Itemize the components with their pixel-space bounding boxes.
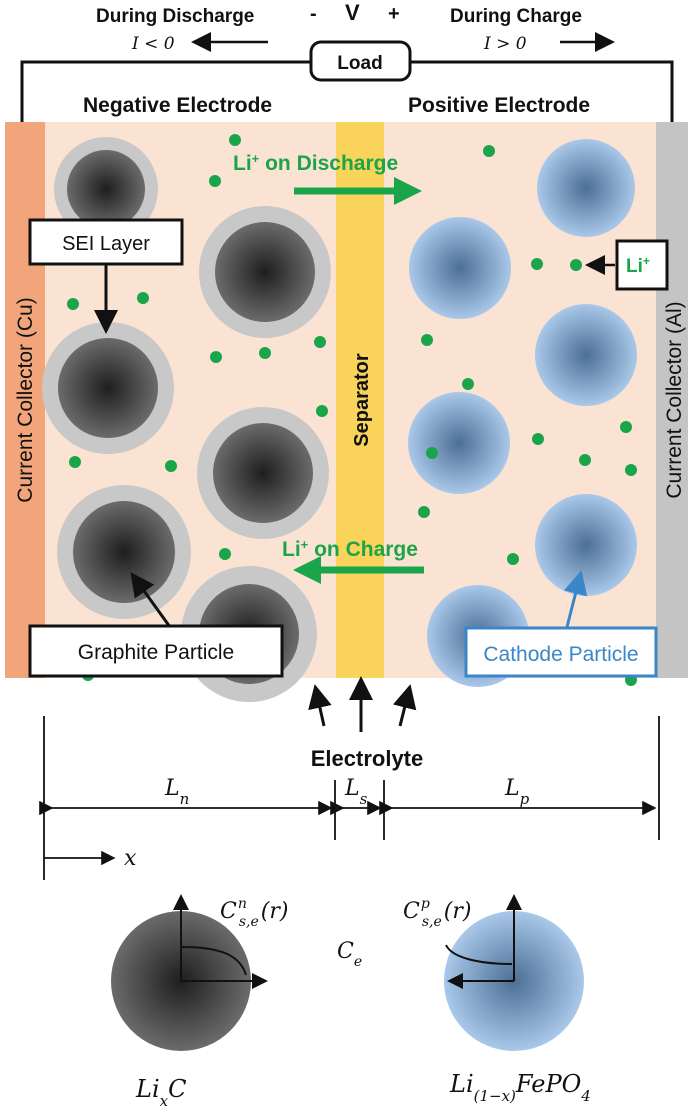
li-ion-dot [314,336,326,348]
ls-label: Ls [344,776,368,808]
cathode-particle [537,139,635,237]
current-positive-label: I > 0 [483,34,527,54]
li-ion-dot [620,421,632,433]
wire-right [410,60,674,122]
li-ion-dot [462,378,474,390]
x-axis-label: x [124,846,137,871]
voltage-label: V [345,0,360,25]
li-ion-dot [426,447,438,459]
li-ion-dot [210,351,222,363]
collector-al-label: Current Collector (Al) [663,301,686,498]
li-ion-dot [67,298,79,310]
graphite-arrow [130,572,172,628]
sei-layer-label: SEI Layer [62,233,150,255]
cathode-conc-profile [445,944,513,965]
li-ion-dot [532,433,544,445]
cathode-particle [535,494,637,596]
load-box [309,40,412,82]
li-ion-dot [483,145,495,157]
anode-conc-label: Cn s,e(r) [220,896,288,930]
electrolyte-label: Electrolyte [311,746,424,771]
li-ion-dot [316,405,328,417]
cathode-formula: Li(1−x)FePO4 [449,1070,591,1105]
graphite-particle [57,485,191,619]
separator [336,122,384,678]
graphite-particle [199,206,331,338]
li-ion-dot [165,460,177,472]
graphite-particle [197,407,329,539]
li-ion-box [615,239,669,291]
minus-sign: - [310,3,317,25]
plus-sign: + [388,3,400,25]
anode-conc-profile [181,946,247,976]
li-ion-dot [137,292,149,304]
cathode-arrow [563,570,588,628]
li-charge-label: Li+ on Charge [282,537,418,562]
separator-label: Separator [351,353,373,447]
li-ion-dot [259,347,271,359]
cathode-particle-label: Cathode Particle [483,643,638,666]
li-ion-dot [229,134,241,146]
electrolyte-arrow-right [392,684,417,727]
graphite-particle [42,322,174,454]
current-collector-cu [5,122,45,678]
graphite-particle-box [28,624,284,678]
discharge-label: During Discharge [96,6,254,27]
lp-label: Lp [504,776,530,808]
cathode-conc-label: Cp s,e(r) [403,896,471,930]
graphite-particle [54,137,158,241]
graphite-particle-label: Graphite Particle [78,641,234,664]
charge-label: During Charge [450,6,582,27]
cathode-particle [408,392,510,494]
electrolyte-conc-label: Ce [337,939,362,970]
ln-label: Ln [164,776,189,808]
positive-electrode-label: Positive Electrode [408,94,590,117]
li-ion-dot [69,456,81,468]
load-label: Load [337,53,382,74]
li-ion-label: Li+ [626,254,650,277]
li-ion-dot [421,334,433,346]
cathode-particle-box [464,626,658,678]
li-ion-dot [219,548,231,560]
li-discharge-label: Li+ on Discharge [233,151,398,176]
anode-formula: LixC [135,1075,186,1110]
li-ion-dot [570,259,582,271]
li-ion-dot [507,553,519,565]
li-ion-dot [418,506,430,518]
cathode-particle [535,304,637,406]
li-ion-dot [209,175,221,187]
cathode-particle [409,217,511,319]
li-ion-dot [579,454,591,466]
current-negative-label: I < 0 [131,34,175,54]
current-collector-al [656,122,688,678]
li-ion-dot [625,464,637,476]
negative-electrode-label: Negative Electrode [83,94,272,117]
li-ion-dot [531,258,543,270]
electrolyte-arrow-left [308,684,332,727]
collector-cu-label: Current Collector (Cu) [14,297,37,502]
wire-left [20,60,311,122]
